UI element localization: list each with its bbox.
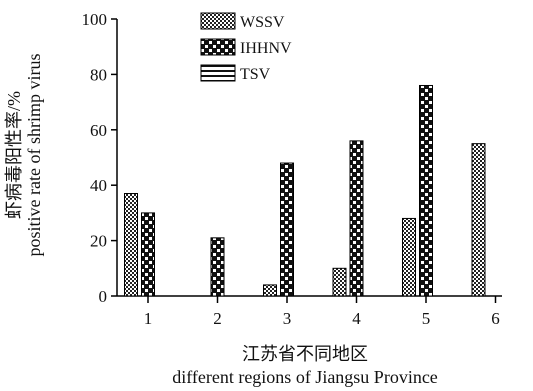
bar-ihhnv-region-1 xyxy=(141,212,155,297)
x-axis-title-en: different regions of Jiangsu Province xyxy=(172,367,438,387)
x-tick-label: 4 xyxy=(352,309,361,328)
bars xyxy=(124,84,486,297)
x-tick-label: 5 xyxy=(422,309,431,328)
legend-swatch-wssv xyxy=(200,12,236,30)
y-tick-label: 0 xyxy=(99,287,108,306)
y-axis-title: 虾病毒阳性率/% positive rate of shrimp virus xyxy=(4,54,44,257)
x-axis-title-zh: 江苏省不同地区 xyxy=(242,344,368,364)
y-tick-label: 100 xyxy=(82,10,108,29)
legend-label-tsv: TSV xyxy=(240,66,271,83)
y-axis-ticks: 0 20 40 60 80 100 xyxy=(82,10,117,306)
y-tick-label: 40 xyxy=(90,176,107,195)
bar-wssv-region-1 xyxy=(124,193,138,297)
y-tick-label: 60 xyxy=(90,121,107,140)
y-axis-title-zh: 虾病毒阳性率/% xyxy=(4,91,24,219)
x-tick-label: 3 xyxy=(283,309,292,328)
x-axis-ticks: 1 2 3 4 5 6 xyxy=(144,296,500,328)
y-tick-label: 80 xyxy=(90,65,107,84)
plot-area: 0 20 40 60 80 100 1 2 3 4 5 6 xyxy=(82,10,502,328)
bar-ihhnv-region-5 xyxy=(419,84,433,297)
bar-wssv-region-3 xyxy=(263,284,277,297)
legend: WSSV IHHNV TSV xyxy=(200,12,292,83)
legend-label-ihhnv: IHHNV xyxy=(240,40,292,57)
bar-ihhnv-region-4 xyxy=(349,140,364,297)
bar-wssv-region-5 xyxy=(402,217,416,297)
bar-wssv-region-4 xyxy=(332,267,347,297)
x-tick-label: 2 xyxy=(213,309,222,328)
bar-ihhnv-region-2 xyxy=(210,237,225,297)
x-tick-label: 6 xyxy=(491,309,500,328)
legend-swatch-tsv xyxy=(200,64,236,82)
y-tick-label: 20 xyxy=(90,232,107,251)
legend-label-wssv: WSSV xyxy=(240,14,285,31)
x-tick-label: 1 xyxy=(144,309,153,328)
legend-swatch-ihhnv xyxy=(200,38,236,56)
bar-ihhnv-region-3 xyxy=(280,162,294,297)
bar-wssv-region-6 xyxy=(471,143,486,297)
y-axis-title-en: positive rate of shrimp virus xyxy=(24,54,44,257)
